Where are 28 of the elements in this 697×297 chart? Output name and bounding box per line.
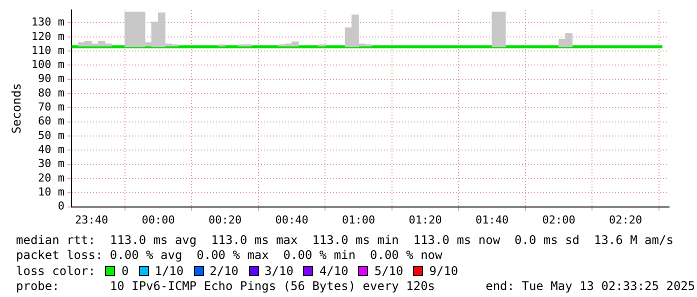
y-axis-title: Seconds — [9, 83, 24, 134]
y-tick-label: 100 m — [31, 58, 65, 72]
y-tick-label: 130 m — [31, 16, 65, 29]
y-tick-label: 10 m — [38, 186, 65, 198]
y-tick-label: 120 m — [31, 30, 65, 43]
x-tick-label: 01:00 — [342, 213, 376, 226]
y-tick-label: 90 m — [38, 72, 65, 86]
y-tick-label: 110 m — [31, 44, 65, 57]
text: loss color: 0 1/10 2/10 3/10 4/10 5/10 9/10 — [16, 264, 458, 278]
x-tick-label: 00:40 — [275, 213, 308, 226]
x-tick-label: 00:00 — [142, 213, 175, 226]
y-tick-label: 40 m — [38, 143, 65, 156]
x-tick-label: 01:20 — [408, 213, 442, 226]
y-tick-label: 60 m — [38, 114, 65, 128]
y-tick-label: 80 m — [38, 86, 65, 100]
y-tick-label: 0 — [58, 200, 65, 213]
text: probe: 10 IPv6-ICMP Echo Pings (56 Bytes) every 120s end: Tue May 13 02:33:25 2025 — [16, 278, 696, 294]
y-tick-label: 20 m — [38, 171, 65, 184]
y-tick-label: 30 m — [38, 157, 65, 170]
y-tick-label: 70 m — [38, 100, 65, 114]
x-tick-label: 02:20 — [609, 213, 642, 226]
y-tick-label: 50 m — [38, 128, 65, 142]
text: packet loss: 0.00 % avg 0.00 % max 0.00 % min 0.00 % now — [16, 248, 444, 264]
x-tick-label: 01:40 — [476, 213, 509, 226]
text: median rtt: 113.0 ms avg 113.0 ms max 113.0 ms min 113.0 ms now 0.0 ms sd 13.6 M am/s — [16, 233, 674, 248]
x-tick-label: 00:20 — [208, 213, 242, 226]
x-tick-label: 02:00 — [542, 213, 576, 226]
x-tick-label: 23:40 — [74, 213, 108, 226]
